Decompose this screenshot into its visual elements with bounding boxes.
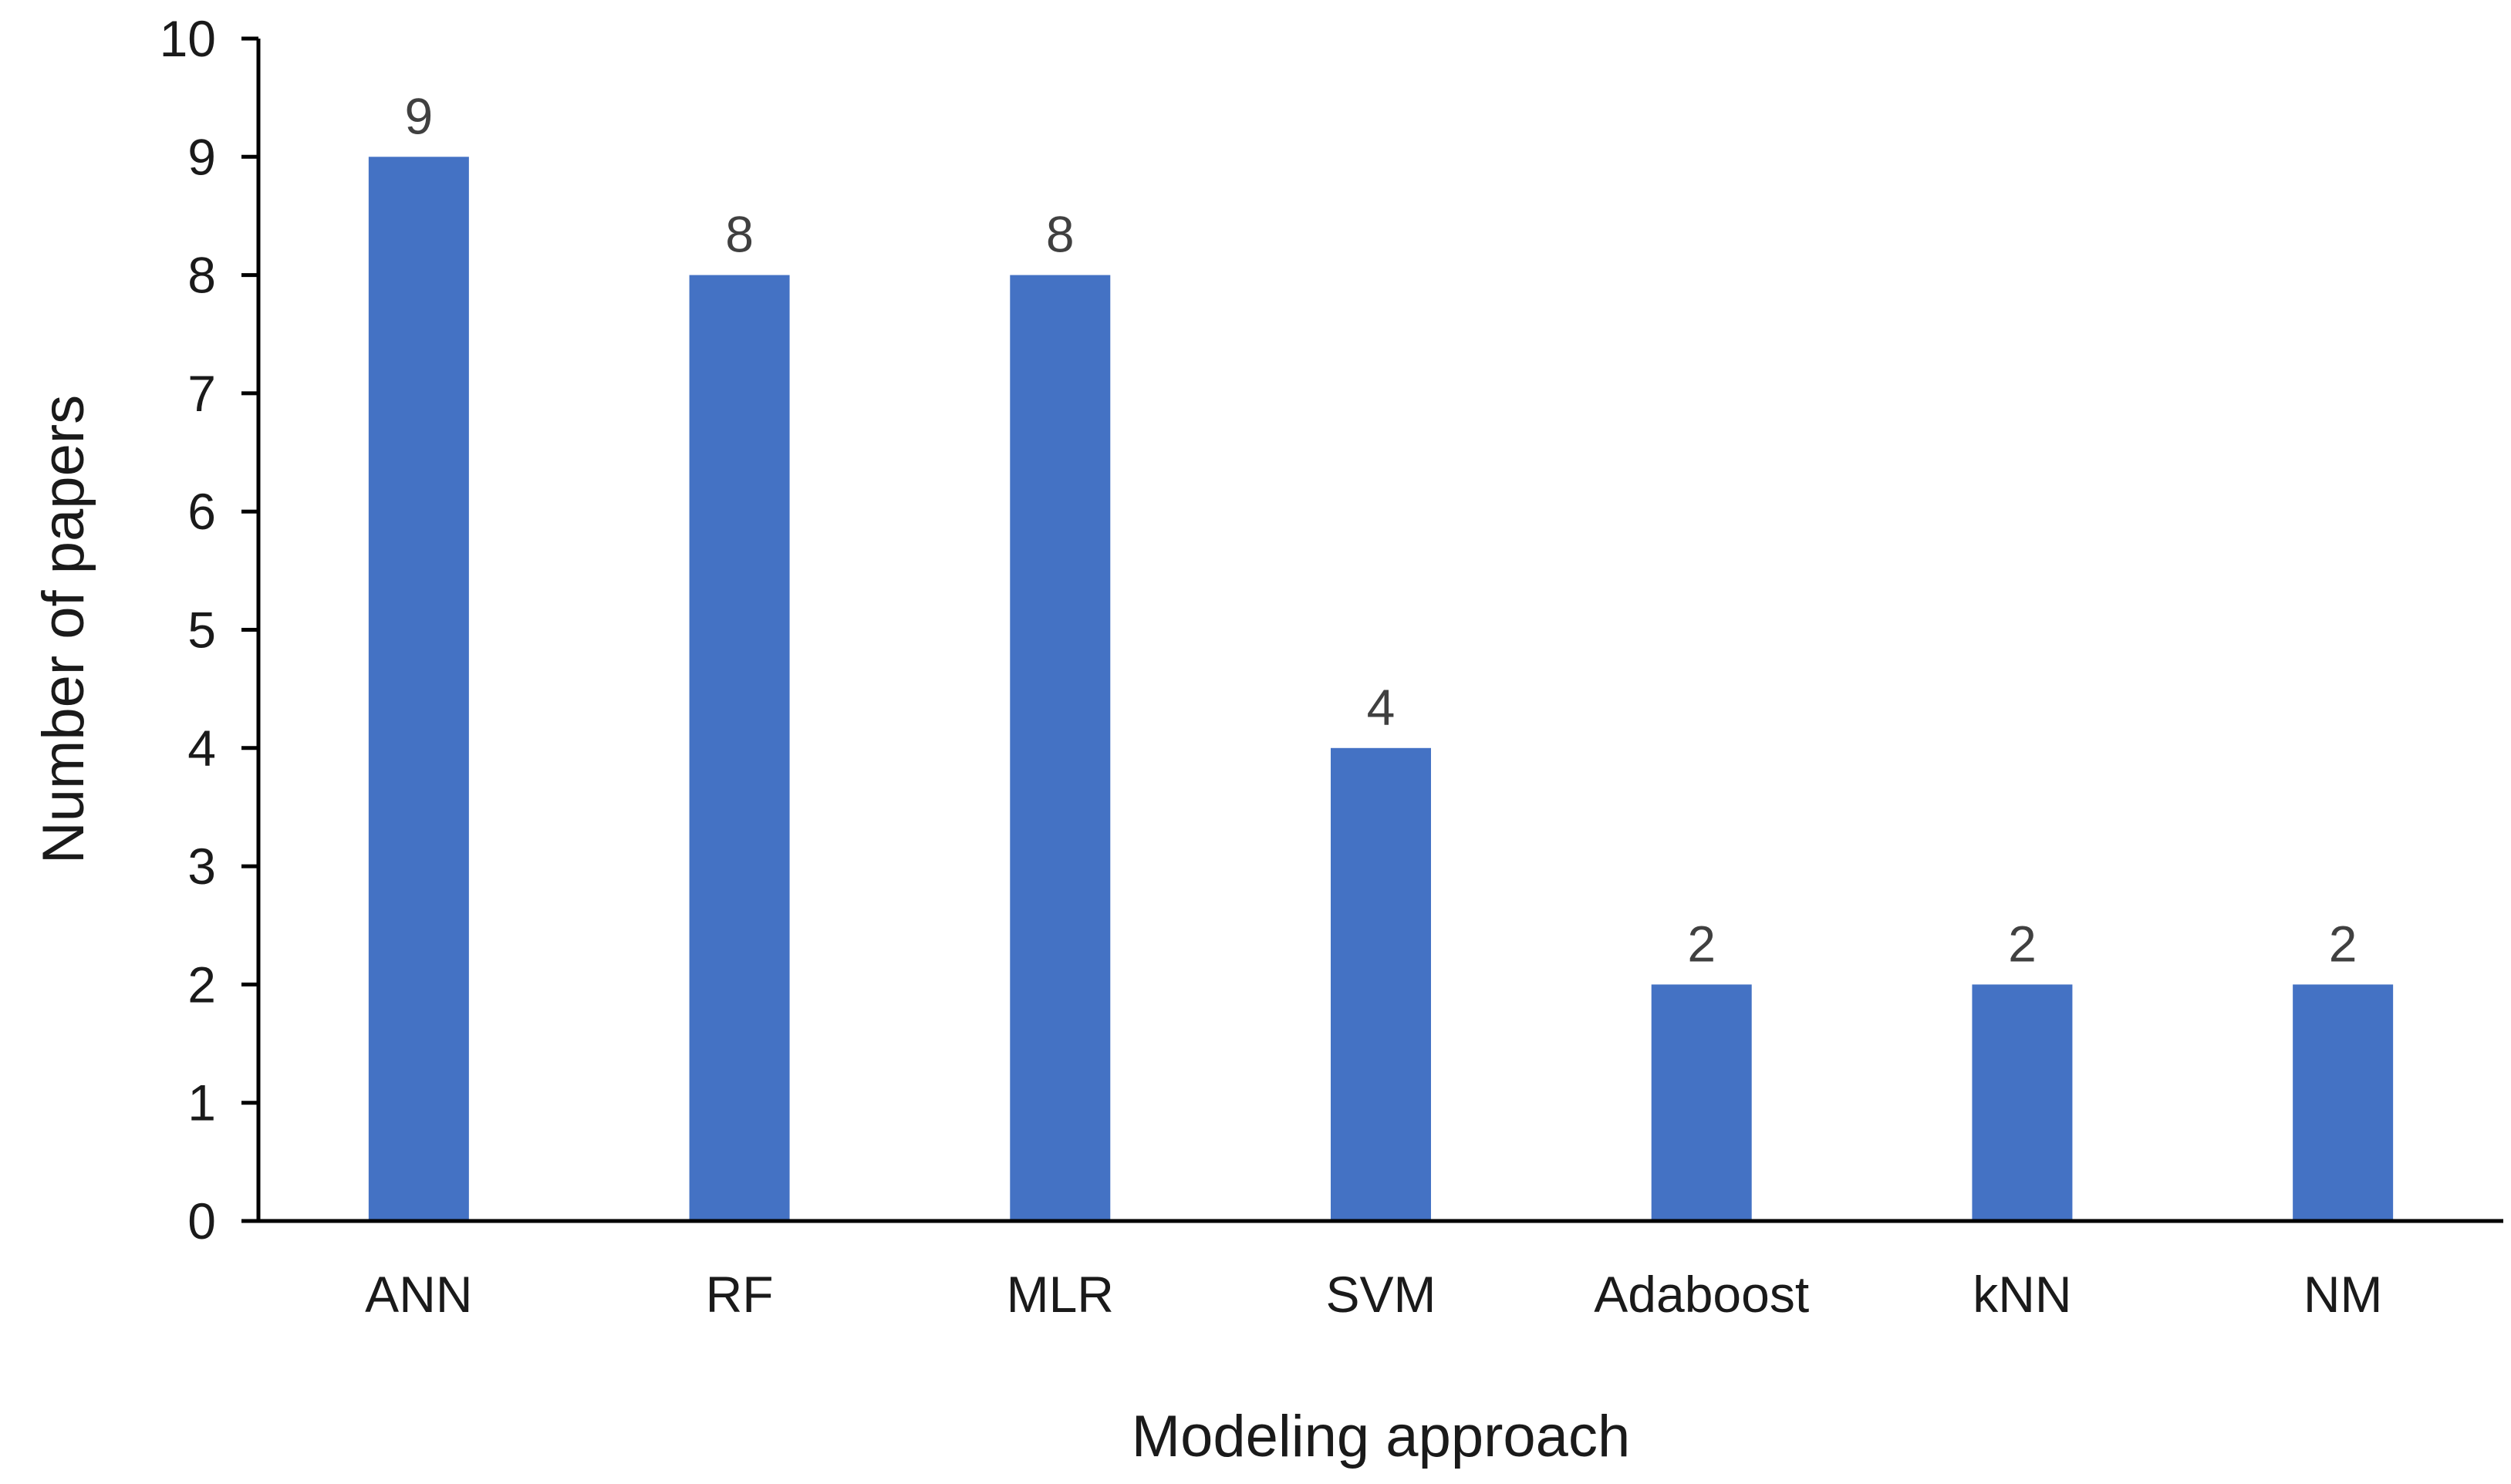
y-tick-label: 10 — [160, 10, 216, 67]
y-tick-label: 1 — [187, 1074, 216, 1132]
bar-adaboost — [1651, 984, 1752, 1221]
x-tick-label-mlr: MLR — [1007, 1266, 1114, 1323]
data-label-rf: 8 — [725, 206, 754, 263]
data-label-svm: 4 — [1367, 679, 1396, 736]
x-ticks-group: ANN RF MLR SVM Adaboost kNN NM — [365, 1266, 2382, 1323]
y-axis-title: Number of papers — [31, 395, 96, 864]
bar-knn — [1972, 984, 2073, 1221]
y-tick-label: 9 — [187, 128, 216, 185]
y-tick-label: 6 — [187, 483, 216, 540]
bar-nm — [2293, 984, 2394, 1221]
bar-ann — [368, 157, 469, 1221]
x-axis-title: Modeling approach — [1132, 1404, 1630, 1469]
y-tick-label: 3 — [187, 838, 216, 895]
bars-group — [368, 157, 2394, 1222]
x-tick-label-ann: ANN — [365, 1266, 472, 1323]
y-tick-label: 7 — [187, 365, 216, 422]
x-tick-label-nm: NM — [2303, 1266, 2383, 1323]
data-label-knn: 2 — [2008, 915, 2037, 972]
x-tick-label-rf: RF — [706, 1266, 774, 1323]
y-tick-label: 2 — [187, 956, 216, 1013]
data-label-adaboost: 2 — [1687, 915, 1716, 972]
y-tick-label: 0 — [187, 1192, 216, 1250]
bar-svm — [1331, 747, 1431, 1221]
bar-rf — [689, 275, 790, 1222]
bar-mlr — [1010, 275, 1111, 1222]
x-tick-label-adaboost: Adaboost — [1594, 1266, 1809, 1323]
data-label-nm: 2 — [2329, 915, 2357, 972]
x-tick-label-svm: SVM — [1325, 1266, 1436, 1323]
y-ticks-group: 0 1 2 3 4 5 6 7 8 9 10 — [160, 10, 258, 1250]
x-tick-label-knn: kNN — [1973, 1266, 2071, 1323]
data-labels-group: 9 8 8 4 2 2 2 — [404, 87, 2357, 972]
y-tick-label: 5 — [187, 602, 216, 659]
y-tick-label: 8 — [187, 247, 216, 304]
y-tick-label: 4 — [187, 720, 216, 777]
data-label-mlr: 8 — [1046, 206, 1075, 263]
data-label-ann: 9 — [404, 87, 433, 144]
